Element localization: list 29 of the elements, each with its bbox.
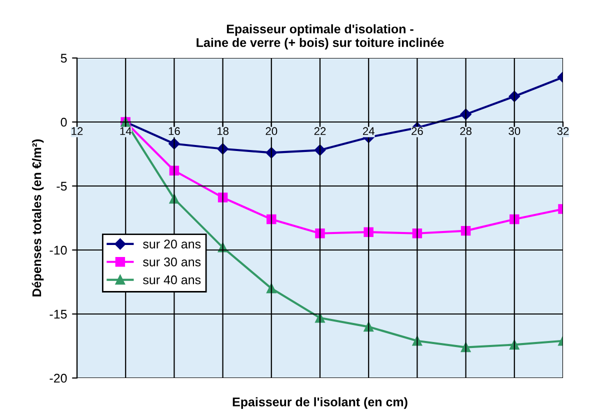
x-tick-label: 14 [120,127,132,135]
y-axis-title: Dépenses totales (en €/m²) [32,139,44,296]
x-tick-label: 16 [168,127,180,136]
y-tick-label: 5 [60,54,67,63]
point [364,227,374,237]
x-tick-label: 22 [314,127,326,135]
x-tick-label: 32 [557,127,569,136]
point [266,147,278,158]
x-tick-label: 12 [72,127,83,135]
x-tick-label: 24 [362,127,374,135]
x-axis-title: Epaisseur de l'isolant (en cm) [232,397,408,409]
x-tick-label: 20 [266,127,278,136]
y-tick-label: -5 [56,182,67,191]
y-tick-label: -10 [50,246,67,255]
x-tick-label: 18 [217,127,228,136]
legend-label: sur 40 ans [143,275,201,284]
y-tick-label: -20 [50,374,67,383]
y-tick-label: 0 [60,118,67,127]
y-tick-label: -15 [50,310,67,319]
x-tick-label: 26 [412,127,423,136]
chart-title: Epaisseur optimale d'isolation - Laine de verre (+ bois) sur toiture inclinée [196,24,444,50]
legend-label: sur 20 ans [143,240,201,248]
x-tick-label: 28 [460,127,472,136]
point [510,214,520,224]
x-tick-label: 30 [508,127,520,136]
legend-label: sur 30 ans [143,258,201,266]
point [314,144,326,156]
point [315,228,325,238]
point [266,214,276,224]
